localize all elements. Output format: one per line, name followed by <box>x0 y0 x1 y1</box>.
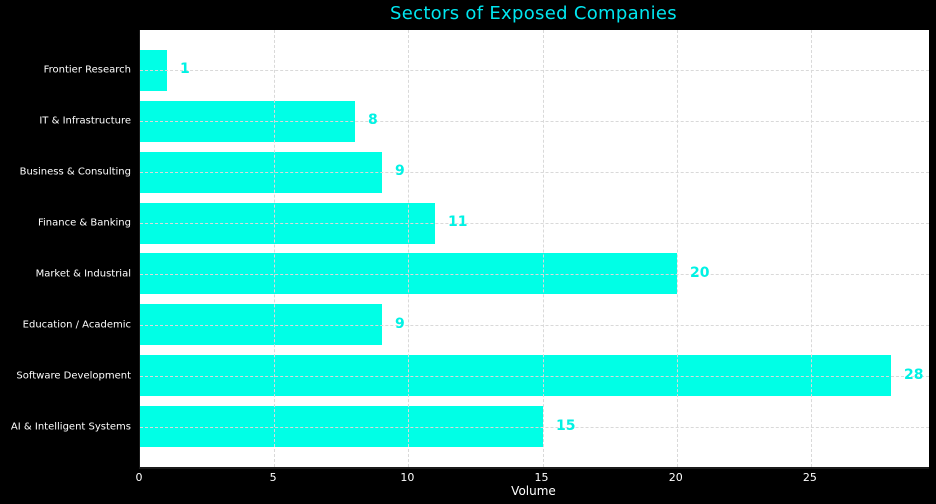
y-tick-label: Frontier Research <box>43 64 131 76</box>
x-tick-label: 0 <box>135 471 143 484</box>
gridline-horizontal <box>140 427 929 428</box>
bar-value-label: 11 <box>448 214 468 230</box>
gridline-horizontal <box>140 172 929 173</box>
bar-value-label: 15 <box>556 418 576 434</box>
bar-value-label: 8 <box>368 112 378 128</box>
y-tick-label: Software Development <box>16 370 131 382</box>
bar-value-label: 9 <box>395 163 405 179</box>
x-axis-title: Volume <box>511 484 556 498</box>
gridline-horizontal <box>140 70 929 71</box>
gridline-vertical <box>810 30 812 467</box>
y-tick-label: Finance & Banking <box>38 217 131 229</box>
gridline-horizontal <box>140 223 929 224</box>
gridline-vertical <box>676 30 678 467</box>
bar <box>140 304 382 345</box>
bar-value-label: 28 <box>904 367 924 383</box>
gridline-horizontal <box>140 274 929 275</box>
x-tick-label: 25 <box>802 471 817 484</box>
bar-value-label: 9 <box>395 316 405 332</box>
gridline-horizontal <box>140 325 929 326</box>
bar-value-label: 1 <box>180 61 190 77</box>
y-tick-label: IT & Infrastructure <box>39 115 131 127</box>
gridline-vertical <box>274 30 276 467</box>
gridline-vertical <box>542 30 544 467</box>
gridline-horizontal <box>140 376 929 377</box>
bar <box>140 355 891 396</box>
y-tick-label: Education / Academic <box>22 319 131 331</box>
x-tick-label: 20 <box>668 471 683 484</box>
x-tick-label: 10 <box>400 471 415 484</box>
y-tick-label: Business & Consulting <box>19 166 131 178</box>
y-tick-label: Market & Industrial <box>35 268 131 280</box>
gridline-horizontal <box>140 121 929 122</box>
x-tick-label: 15 <box>534 471 549 484</box>
bar-value-label: 20 <box>690 265 710 281</box>
bar <box>140 406 543 447</box>
chart-title: Sectors of Exposed Companies <box>390 3 677 24</box>
y-tick-label: AI & Intelligent Systems <box>10 421 131 433</box>
plot-area: 1 8 9 11 20 9 28 15 <box>139 30 929 469</box>
x-tick-label: 5 <box>269 471 277 484</box>
gridline-vertical <box>408 30 410 467</box>
